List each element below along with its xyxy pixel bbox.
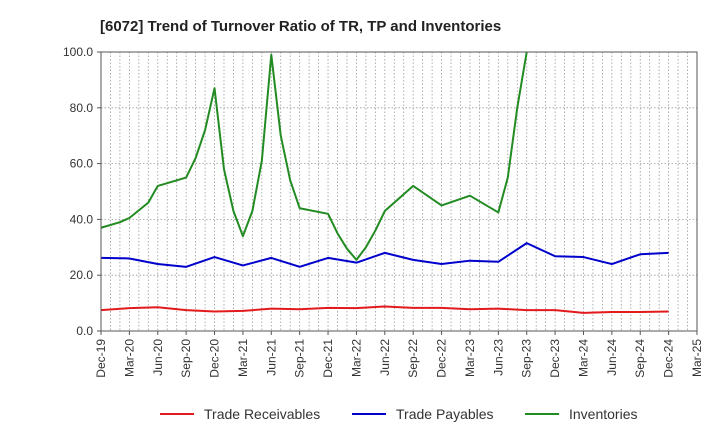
x-tick-label: Sep-22 xyxy=(406,339,420,378)
x-tick-label: Dec-19 xyxy=(94,339,108,378)
x-tick-label: Dec-21 xyxy=(321,339,335,378)
x-tick-label: Jun-23 xyxy=(491,339,505,376)
x-tick-label: Sep-24 xyxy=(633,339,647,378)
series-layer xyxy=(100,51,669,314)
grid xyxy=(100,51,698,332)
series-line-trade-receivables xyxy=(100,305,669,314)
x-tick-label: Sep-23 xyxy=(520,339,534,378)
y-tick-label: 0.0 xyxy=(76,324,93,338)
series-line-trade-payables xyxy=(100,242,669,268)
legend-label-inventories: Inventories xyxy=(569,406,637,422)
x-axis: Dec-19 Mar-20 Jun-20 Sep-20 Dec-20 Mar-21 Jun-… xyxy=(94,331,704,378)
x-tick-label: Jun-20 xyxy=(151,339,165,376)
legend-label-trade-receivables: Trade Receivables xyxy=(204,406,320,422)
x-tick-label: Dec-24 xyxy=(662,339,676,378)
y-tick-label: 100.0 xyxy=(63,45,93,59)
x-tick-label: Mar-21 xyxy=(236,339,250,377)
x-tick-label: Mar-22 xyxy=(349,339,363,377)
y-tick-label: 40.0 xyxy=(70,212,94,226)
series-line-inventories xyxy=(100,51,528,261)
chart-title: [6072] Trend of Turnover Ratio of TR, TP… xyxy=(100,18,501,35)
y-tick-label: 60.0 xyxy=(70,157,94,171)
y-axis: 0.0 20.0 40.0 60.0 80.0 100.0 xyxy=(63,45,101,338)
legend-label-trade-payables: Trade Payables xyxy=(396,406,494,422)
x-tick-label: Dec-20 xyxy=(208,339,222,378)
x-tick-label: Mar-25 xyxy=(690,339,704,377)
x-tick-label: Dec-22 xyxy=(435,339,449,378)
x-tick-label: Jun-24 xyxy=(605,339,619,376)
x-tick-label: Mar-23 xyxy=(463,339,477,377)
x-tick-label: Sep-20 xyxy=(179,339,193,378)
x-tick-label: Sep-21 xyxy=(293,339,307,378)
x-tick-label: Jun-21 xyxy=(264,339,278,376)
y-tick-label: 20.0 xyxy=(70,268,94,282)
x-tick-label: Jun-22 xyxy=(378,339,392,376)
x-tick-label: Mar-20 xyxy=(122,339,136,377)
plot-frame xyxy=(100,51,698,332)
y-tick-label: 80.0 xyxy=(70,101,94,115)
x-tick-label: Mar-24 xyxy=(576,339,590,377)
legend: Trade Receivables Trade Payables Inventori… xyxy=(160,406,637,422)
x-tick-label: Dec-23 xyxy=(548,339,562,378)
